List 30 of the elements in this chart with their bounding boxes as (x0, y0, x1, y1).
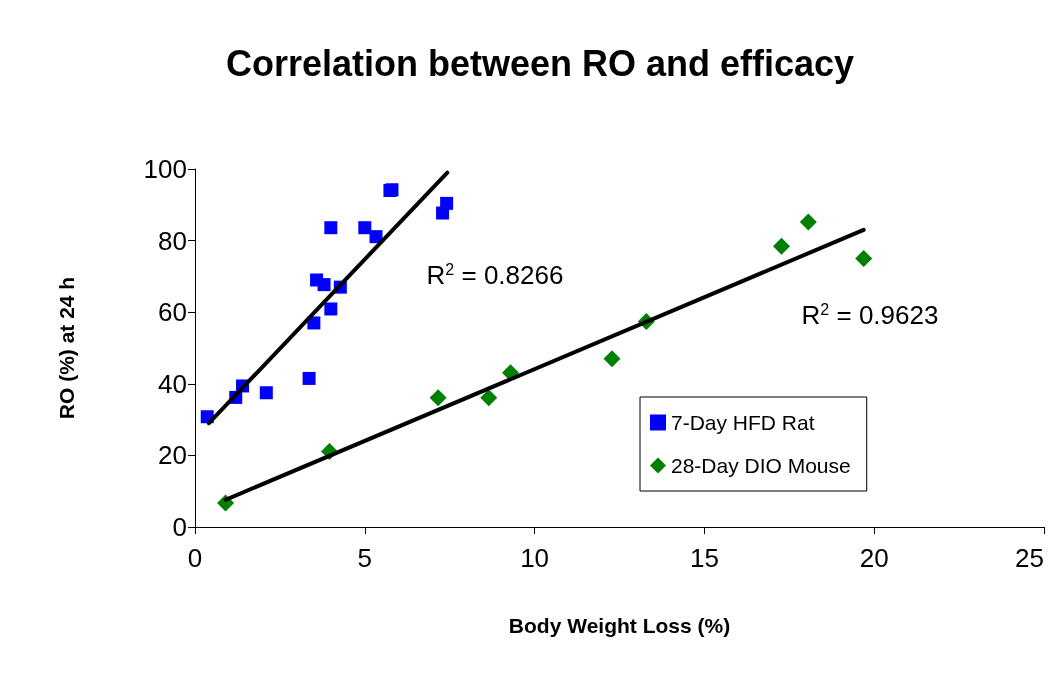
x-tick-label: 10 (520, 543, 550, 573)
y-tick-label: 40 (158, 368, 187, 399)
point (855, 250, 873, 267)
x-tick-label: 25 (1015, 543, 1044, 573)
point (358, 221, 372, 235)
point (317, 278, 331, 292)
y-tick-label: 100 (143, 154, 187, 184)
point (429, 389, 447, 407)
x-tick-label: 20 (859, 543, 889, 573)
y-tick-label: 80 (158, 225, 187, 256)
point (324, 302, 338, 316)
point (799, 213, 817, 231)
point (603, 350, 621, 368)
y-tick-label: 20 (158, 440, 187, 471)
y-axis-title: RO (%) at 24 h (55, 276, 78, 420)
legend-label: 28-Day DIO Mouse (671, 454, 851, 477)
point (324, 221, 338, 235)
point (772, 237, 790, 255)
y-tick-label: 0 (172, 512, 187, 542)
point (302, 371, 316, 385)
point (259, 386, 273, 400)
x-tick-label: 15 (689, 543, 719, 573)
chart-title: Correlation between RO and efficacy (225, 42, 855, 84)
point (369, 230, 383, 244)
point (440, 196, 454, 210)
point (480, 389, 498, 407)
x-tick-label: 5 (357, 543, 373, 573)
legend-label: 7-Day HFD Rat (671, 411, 815, 434)
y-tick-label: 60 (158, 297, 187, 328)
x-axis-title: Body Weight Loss (%) (508, 614, 731, 637)
